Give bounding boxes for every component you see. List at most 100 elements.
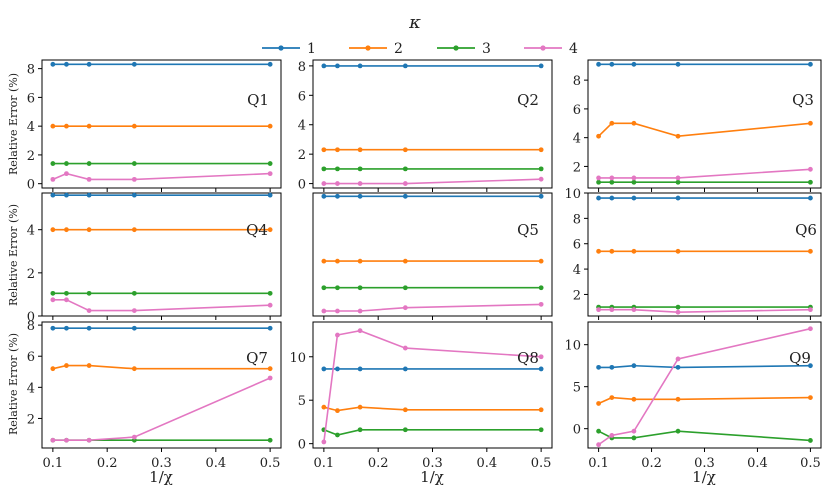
y-tick-label: 2: [27, 267, 35, 282]
series-2-point: [86, 227, 92, 233]
y-tick-label: 8: [573, 74, 581, 89]
y-tick-label: 0: [27, 310, 35, 325]
series-4-point: [675, 356, 681, 362]
series-2-point: [321, 147, 327, 153]
y-tick-label: 8: [27, 319, 35, 334]
series-3-point: [86, 290, 92, 296]
x-tick-label: 0.3: [422, 456, 443, 471]
series-3-point: [50, 161, 56, 166]
series-1-point: [808, 61, 813, 67]
axes-frame: [41, 321, 282, 449]
series-3-point: [538, 166, 544, 172]
series-3-point: [357, 166, 363, 172]
series-3-point: [402, 166, 408, 172]
y-tick-label: 10: [289, 351, 306, 366]
series-2-point: [596, 401, 601, 406]
series-1-point: [50, 61, 56, 67]
series-4-point: [86, 308, 92, 314]
series-4-point: [321, 439, 327, 445]
series-3-point: [64, 161, 69, 166]
axes-frame: [587, 321, 822, 449]
panel-q2: 0 2 4 6 8 Q2: [298, 59, 553, 193]
series-3-point: [808, 179, 813, 185]
series-3-point: [64, 290, 69, 296]
series-1-point: [675, 61, 681, 67]
series-1-point: [267, 192, 273, 198]
panel-title: Q2: [517, 91, 539, 109]
y-tick-label: 6: [27, 91, 35, 106]
series-3-line: [323, 428, 542, 436]
y-tick-label: 10: [564, 339, 581, 354]
panel-title: Q4: [246, 221, 268, 239]
x-tick-label: 0.2: [97, 456, 118, 471]
series-3-point: [631, 435, 637, 441]
series-1-point: [631, 363, 637, 369]
series-2-point: [538, 147, 544, 153]
panel-q6: 2 4 6 8 10 Q6: [564, 187, 822, 320]
y-tick-label: 4: [27, 120, 35, 135]
axes-frame: [587, 192, 822, 317]
series-2-point: [64, 227, 69, 233]
y-tick-label: 10: [564, 187, 581, 202]
series-3-point: [267, 161, 273, 166]
series-4-point: [631, 307, 637, 313]
y-tick-label: 2: [573, 288, 581, 303]
x-tick-label: 0.3: [694, 456, 715, 471]
series-4-point: [64, 437, 69, 443]
series-1-point: [357, 193, 363, 199]
legend-label-2: 2: [394, 41, 403, 57]
series-2-point: [631, 248, 637, 254]
series-4-point: [357, 308, 363, 314]
series-1-point: [808, 195, 813, 201]
series-1-point: [609, 364, 615, 370]
y-tick-label: 6: [27, 350, 35, 365]
panel-q7: 2 4 6 8 0.1 0.2 0.3 0.4 0.5 Q7: [27, 319, 282, 471]
series-3-point: [335, 166, 340, 172]
series-1-point: [357, 366, 363, 372]
y-axis-label: Relative Error (%): [7, 333, 20, 435]
series-3-point: [538, 285, 544, 291]
series-4-point: [267, 375, 273, 381]
series-1-point: [64, 61, 69, 67]
series-1-point: [402, 63, 408, 69]
series-1-point: [86, 325, 92, 331]
x-tick-label: 0.5: [260, 456, 281, 471]
series-2-point: [50, 123, 56, 129]
series-4-point: [596, 175, 601, 181]
series-4-line: [598, 168, 811, 179]
series-2-point: [64, 363, 69, 368]
y-axis-label: Relative Error (%): [7, 73, 20, 175]
panel-title: Q1: [247, 91, 269, 109]
series-1-point: [50, 325, 56, 331]
series-3-point: [631, 179, 637, 185]
series-2-point: [402, 407, 408, 413]
series-3-point: [335, 285, 340, 291]
series-2-point: [609, 395, 615, 400]
series-4-point: [64, 171, 69, 177]
series-2-point: [131, 227, 137, 233]
series-2-point: [596, 133, 601, 139]
series-4-line: [598, 327, 811, 446]
panel-q3: 2 4 6 8 Q3: [573, 59, 822, 192]
series-1-point: [131, 61, 137, 67]
series-3-point: [808, 438, 813, 443]
series-4-point: [675, 309, 681, 315]
series-4-point: [50, 437, 56, 443]
y-tick-label: 0: [27, 178, 35, 193]
series-1-point: [402, 193, 408, 199]
y-tick-label: 4: [573, 132, 581, 147]
series-4-point: [267, 302, 273, 308]
series-2-point: [675, 248, 681, 254]
panel-title: Q8: [517, 349, 539, 367]
y-tick-label: 2: [27, 149, 35, 164]
legend-marker-2: [365, 45, 371, 51]
x-tick-label: 0.4: [476, 456, 497, 471]
series-2-point: [267, 227, 273, 233]
series-4-point: [64, 297, 69, 303]
x-tick-label: 0.5: [531, 456, 552, 471]
series-2-point: [631, 396, 637, 402]
series-2-point: [538, 258, 544, 264]
series-1-point: [335, 193, 340, 199]
series-1-point: [675, 364, 681, 370]
